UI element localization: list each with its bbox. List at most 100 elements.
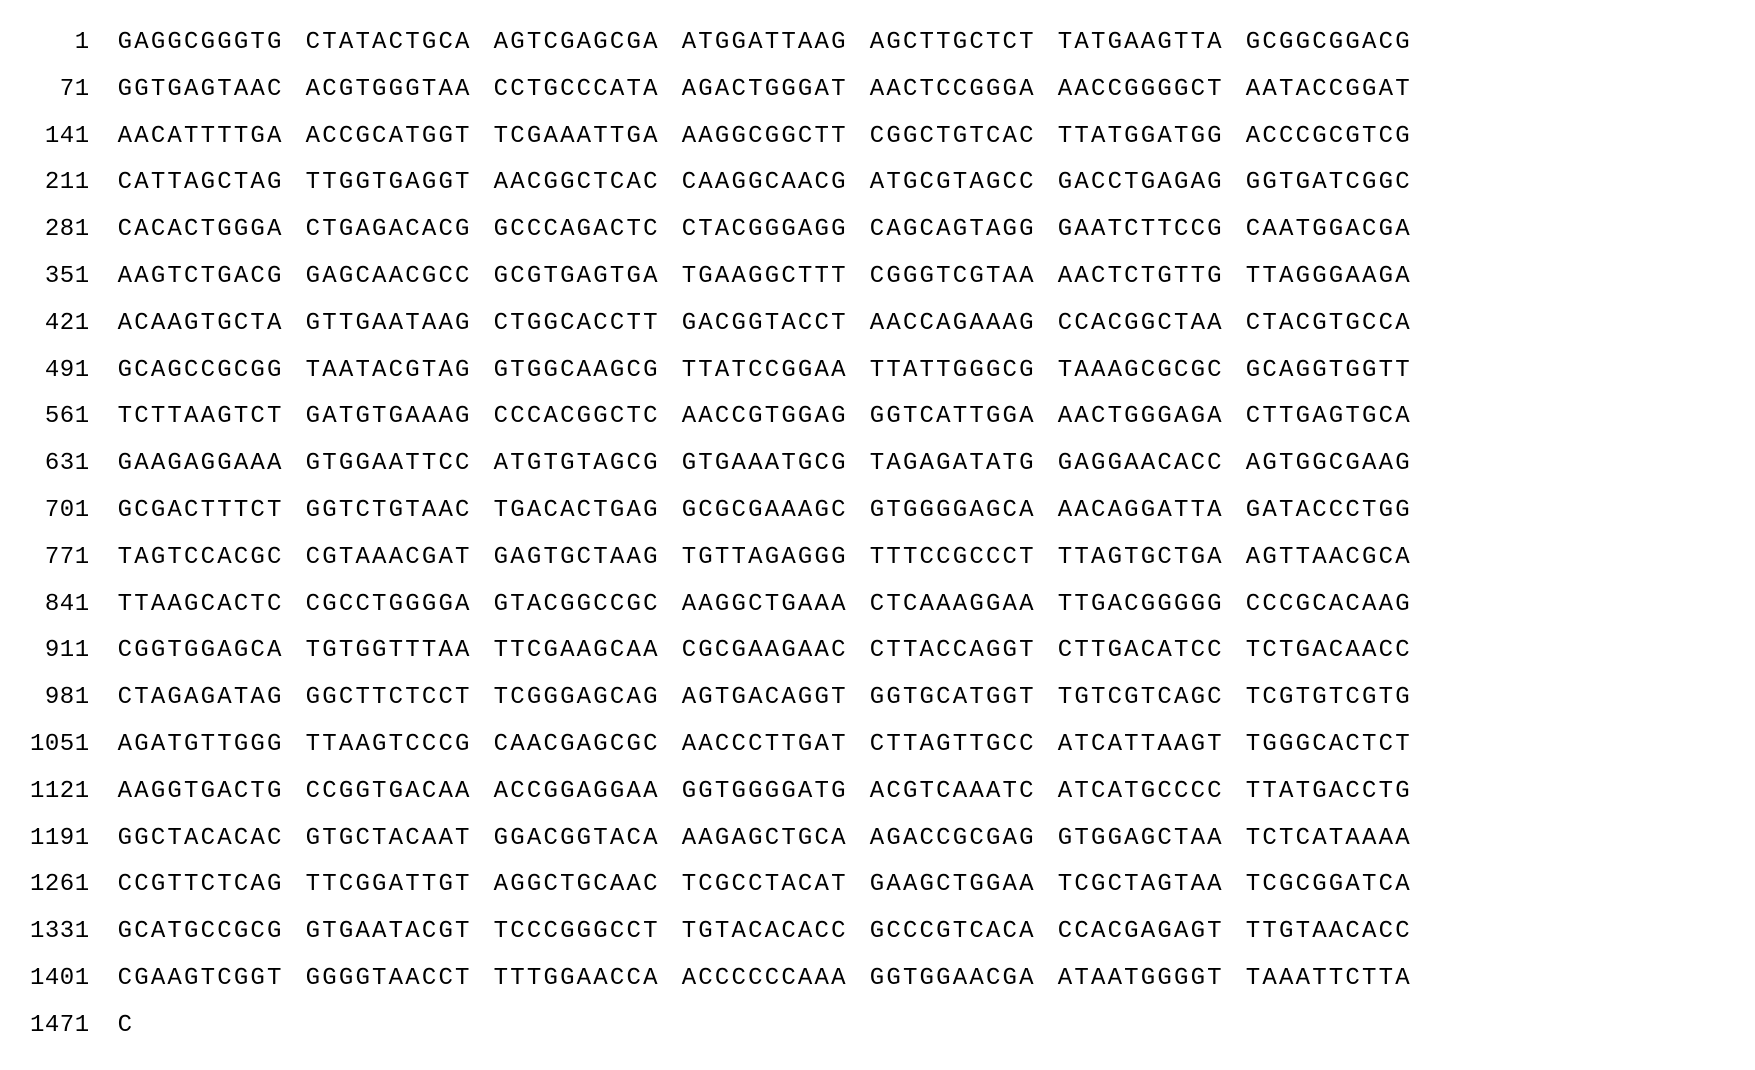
sequence-row: 1401CGAAGTCGGTGGGGTAACCTTTTGGAACCAACCCCC… bbox=[30, 956, 1412, 1003]
sequence-block: GTGGAATTCC bbox=[306, 441, 472, 488]
position-number: 631 bbox=[30, 441, 118, 488]
sequence-block: GGTCATTGGA bbox=[870, 394, 1036, 441]
sequence-block: GTGCTACAAT bbox=[306, 816, 472, 863]
sequence-block: GATGTGAAAG bbox=[306, 394, 472, 441]
sequence-block: TTCGGATTGT bbox=[306, 862, 472, 909]
sequence-block: ATGGATTAAG bbox=[682, 20, 848, 67]
position-number: 1191 bbox=[30, 816, 118, 863]
sequence-block: AACTCTGTTG bbox=[1058, 254, 1224, 301]
sequence-blocks: C bbox=[118, 1003, 1412, 1050]
sequence-block: TTAGGGAAGA bbox=[1246, 254, 1412, 301]
position-number: 1401 bbox=[30, 956, 118, 1003]
sequence-block: CTGGCACCTT bbox=[494, 301, 660, 348]
sequence-block: TTGACGGGGG bbox=[1058, 582, 1224, 629]
sequence-block: GAGCAACGCC bbox=[306, 254, 472, 301]
sequence-block: GCCCAGACTC bbox=[494, 207, 660, 254]
sequence-block: TGTCGTCAGC bbox=[1058, 675, 1224, 722]
position-number: 701 bbox=[30, 488, 118, 535]
sequence-block: CACACTGGGA bbox=[118, 207, 284, 254]
sequence-block: CGGTGGAGCA bbox=[118, 628, 284, 675]
sequence-block: ACAAGTGCTA bbox=[118, 301, 284, 348]
sequence-block: TTGGTGAGGT bbox=[306, 160, 472, 207]
sequence-block: AATACCGGAT bbox=[1246, 67, 1412, 114]
sequence-block: GGACGGTACA bbox=[494, 816, 660, 863]
sequence-block: ATCATTAAGT bbox=[1058, 722, 1224, 769]
position-number: 561 bbox=[30, 394, 118, 441]
sequence-block: ATGTGTAGCG bbox=[494, 441, 660, 488]
sequence-blocks: TCTTAAGTCTGATGTGAAAGCCCACGGCTCAACCGTGGAG… bbox=[118, 394, 1412, 441]
sequence-block: TTAGTGCTGA bbox=[1058, 535, 1224, 582]
sequence-block: TTATCCGGAA bbox=[682, 348, 848, 395]
sequence-blocks: GGTGAGTAACACGTGGGTAACCTGCCCATAAGACTGGGAT… bbox=[118, 67, 1412, 114]
sequence-block: CCGTTCTCAG bbox=[118, 862, 284, 909]
sequence-block: TAGTCCACGC bbox=[118, 535, 284, 582]
sequence-blocks: GCGACTTTCTGGTCTGTAACTGACACTGAGGCGCGAAAGC… bbox=[118, 488, 1412, 535]
sequence-block: TAAAGCGCGC bbox=[1058, 348, 1224, 395]
sequence-blocks: TAGTCCACGCCGTAAACGATGAGTGCTAAGTGTTAGAGGG… bbox=[118, 535, 1412, 582]
sequence-block: AGACCGCGAG bbox=[870, 816, 1036, 863]
position-number: 351 bbox=[30, 254, 118, 301]
sequence-block: C bbox=[118, 1003, 135, 1050]
sequence-block: ACCGCATGGT bbox=[306, 114, 472, 161]
sequence-block: TCGCCTACAT bbox=[682, 862, 848, 909]
sequence-row: 1331GCATGCCGCGGTGAATACGTTCCCGGGCCTTGTACA… bbox=[30, 909, 1412, 956]
sequence-block: AACCCTTGAT bbox=[682, 722, 848, 769]
sequence-block: AAGTCTGACG bbox=[118, 254, 284, 301]
sequence-block: AACCAGAAAG bbox=[870, 301, 1036, 348]
sequence-block: AGTCGAGCGA bbox=[494, 20, 660, 67]
sequence-block: CTACGTGCCA bbox=[1246, 301, 1412, 348]
position-number: 421 bbox=[30, 301, 118, 348]
sequence-blocks: GAGGCGGGTGCTATACTGCAAGTCGAGCGAATGGATTAAG… bbox=[118, 20, 1412, 67]
sequence-block: CTTGACATCC bbox=[1058, 628, 1224, 675]
sequence-block: GACCTGAGAG bbox=[1058, 160, 1224, 207]
sequence-block: GGTGATCGGC bbox=[1246, 160, 1412, 207]
sequence-block: GGTCTGTAAC bbox=[306, 488, 472, 535]
sequence-blocks: GCATGCCGCGGTGAATACGTTCCCGGGCCTTGTACACACC… bbox=[118, 909, 1412, 956]
sequence-block: GGGGTAACCT bbox=[306, 956, 472, 1003]
sequence-blocks: CACACTGGGACTGAGACACGGCCCAGACTCCTACGGGAGG… bbox=[118, 207, 1412, 254]
sequence-block: GCATGCCGCG bbox=[118, 909, 284, 956]
sequence-block: CAACGAGCGC bbox=[494, 722, 660, 769]
sequence-block: CCGGTGACAA bbox=[306, 769, 472, 816]
sequence-row: 771TAGTCCACGCCGTAAACGATGAGTGCTAAGTGTTAGA… bbox=[30, 535, 1412, 582]
sequence-block: AAGGCTGAAA bbox=[682, 582, 848, 629]
sequence-block: ACGTCAAATC bbox=[870, 769, 1036, 816]
sequence-block: TCCCGGGCCT bbox=[494, 909, 660, 956]
position-number: 841 bbox=[30, 582, 118, 629]
sequence-block: CCCACGGCTC bbox=[494, 394, 660, 441]
sequence-block: GTGAAATGCG bbox=[682, 441, 848, 488]
sequence-block: TGGGCACTCT bbox=[1246, 722, 1412, 769]
sequence-block: TCTCATAAAA bbox=[1246, 816, 1412, 863]
sequence-block: GAATCTTCCG bbox=[1058, 207, 1224, 254]
sequence-blocks: CGAAGTCGGTGGGGTAACCTTTTGGAACCAACCCCCCAAA… bbox=[118, 956, 1412, 1003]
sequence-block: AGACTGGGAT bbox=[682, 67, 848, 114]
sequence-block: CGTAAACGAT bbox=[306, 535, 472, 582]
sequence-block: CGGCTGTCAC bbox=[870, 114, 1036, 161]
sequence-block: CTTACCAGGT bbox=[870, 628, 1036, 675]
sequence-block: TAATACGTAG bbox=[306, 348, 472, 395]
sequence-block: CCACGAGAGT bbox=[1058, 909, 1224, 956]
sequence-block: CAATGGACGA bbox=[1246, 207, 1412, 254]
sequence-block: CCTGCCCATA bbox=[494, 67, 660, 114]
sequence-block: GAAGCTGGAA bbox=[870, 862, 1036, 909]
position-number: 1471 bbox=[30, 1003, 118, 1050]
sequence-block: CGCCTGGGGA bbox=[306, 582, 472, 629]
sequence-block: GCGCGAAAGC bbox=[682, 488, 848, 535]
sequence-block: CATTAGCTAG bbox=[118, 160, 284, 207]
sequence-row: 701GCGACTTTCTGGTCTGTAACTGACACTGAGGCGCGAA… bbox=[30, 488, 1412, 535]
sequence-block: GAGGAACACC bbox=[1058, 441, 1224, 488]
sequence-block: GGTGCATGGT bbox=[870, 675, 1036, 722]
sequence-row: 981CTAGAGATAGGGCTTCTCCTTCGGGAGCAGAGTGACA… bbox=[30, 675, 1412, 722]
sequence-block: TCGCGGATCA bbox=[1246, 862, 1412, 909]
sequence-block: GCGGCGGACG bbox=[1246, 20, 1412, 67]
sequence-blocks: AGATGTTGGGTTAAGTCCCGCAACGAGCGCAACCCTTGAT… bbox=[118, 722, 1412, 769]
sequence-row: 911CGGTGGAGCATGTGGTTTAATTCGAAGCAACGCGAAG… bbox=[30, 628, 1412, 675]
sequence-block: ACGTGGGTAA bbox=[306, 67, 472, 114]
sequence-block: GTGGAGCTAA bbox=[1058, 816, 1224, 863]
sequence-row: 421ACAAGTGCTAGTTGAATAAGCTGGCACCTTGACGGTA… bbox=[30, 301, 1412, 348]
sequence-block: TTGTAACACC bbox=[1246, 909, 1412, 956]
sequence-block: ACCCCCCAAA bbox=[682, 956, 848, 1003]
sequence-block: TTATGACCTG bbox=[1246, 769, 1412, 816]
sequence-block: TTATGGATGG bbox=[1058, 114, 1224, 161]
sequence-block: AGTTAACGCA bbox=[1246, 535, 1412, 582]
